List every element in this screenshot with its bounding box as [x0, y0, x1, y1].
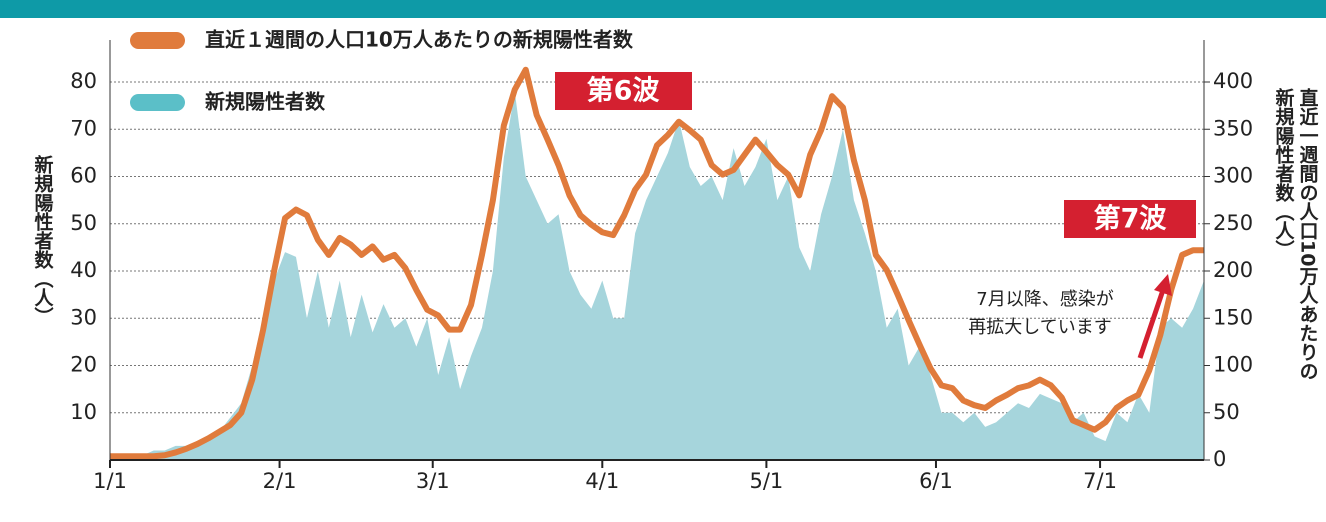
- y2-tick-label: 50: [1213, 400, 1240, 424]
- arrow-head: [1154, 274, 1172, 296]
- x-tick-label: 2/1: [263, 469, 297, 493]
- x-tick-label: 5/1: [750, 469, 784, 493]
- y2-tick-label: 250: [1213, 211, 1253, 235]
- y-axis-label: 新規陽性者数（人）: [32, 154, 54, 326]
- top-banner: [0, 0, 1326, 18]
- y2-tick-label: 300: [1213, 164, 1253, 188]
- y2-axis-label: 直近一週間の人口10万人あたりの: [1297, 87, 1320, 381]
- annotation: 7月以降、感染が: [976, 289, 1113, 310]
- area: [110, 91, 1204, 460]
- y2-axis-label: 新規陽性者数（人）: [1273, 87, 1295, 259]
- arrow: [1137, 289, 1166, 359]
- legend-label: 直近１週間の人口10万人あたりの新規陽性者数: [205, 28, 634, 52]
- line: [110, 66, 1204, 460]
- y-tick-label: 10: [70, 400, 97, 424]
- legend-swatch: [130, 32, 185, 49]
- x-tick-label: 6/1: [919, 469, 953, 493]
- x-tick-label: 1/1: [93, 469, 127, 493]
- y2-tick-label: 0: [1213, 447, 1226, 471]
- y-tick-label: 60: [70, 164, 97, 188]
- x-tick-label: 7/1: [1083, 469, 1117, 493]
- y2-tick-label: 200: [1213, 258, 1253, 282]
- x-tick-label: 4/1: [585, 469, 619, 493]
- y-tick-label: 80: [70, 69, 97, 93]
- legend-swatch: [130, 94, 185, 111]
- y2-tick-label: 400: [1213, 69, 1253, 93]
- y-tick-label: 50: [70, 211, 97, 235]
- y2-tick-label: 150: [1213, 305, 1253, 329]
- y-tick-label: 20: [70, 353, 97, 377]
- annotation: 再拡大しています: [968, 317, 1111, 338]
- y-tick-label: 70: [70, 116, 97, 140]
- y2-tick-label: 100: [1213, 353, 1253, 377]
- annotation-box: [1064, 200, 1196, 238]
- y-tick-label: 40: [70, 258, 97, 282]
- y2-tick-label: 350: [1213, 116, 1253, 140]
- y-tick-label: 30: [70, 305, 97, 329]
- annotation-box: [555, 72, 692, 110]
- x-tick-label: 3/1: [416, 469, 450, 493]
- annotation: 第7波: [1094, 203, 1168, 235]
- annotation: 第6波: [587, 75, 661, 107]
- plot: [109, 40, 1210, 468]
- legend-label: 新規陽性者数: [205, 90, 326, 114]
